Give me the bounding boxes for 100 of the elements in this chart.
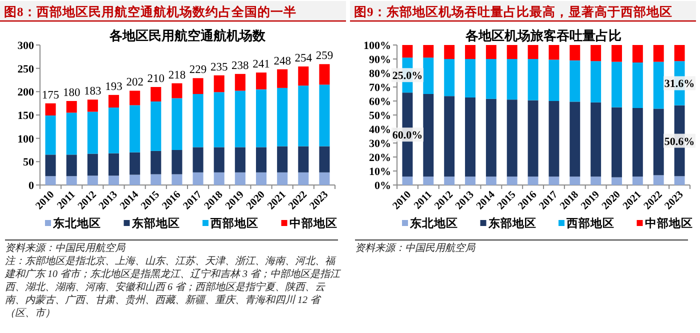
bar (319, 172, 330, 185)
bar (444, 45, 455, 59)
bar (214, 75, 224, 92)
bar (506, 45, 518, 59)
total-label: 235 (210, 61, 228, 74)
bar (444, 176, 455, 185)
y-tick-label: 150 (18, 110, 34, 122)
bar (130, 90, 140, 106)
total-label: 175 (42, 89, 60, 102)
data-label: 60.0% (392, 130, 423, 142)
legend-label: 东北地区 (409, 216, 458, 230)
bar (66, 101, 77, 113)
data-label: 31.6% (664, 78, 695, 90)
bar (256, 72, 267, 90)
y-tick-label: 70% (369, 82, 391, 94)
bar (674, 176, 685, 185)
bar (192, 94, 204, 148)
total-label: 193 (105, 80, 123, 93)
bar (506, 176, 518, 185)
bar (465, 176, 476, 185)
bar (612, 62, 622, 108)
total-label: 259 (316, 50, 334, 62)
bar (87, 176, 98, 185)
bar (590, 176, 602, 185)
bar (570, 60, 580, 102)
bar (87, 154, 98, 176)
chart-subtitle: 各地区机场旅客吞吐量占比 (464, 28, 622, 43)
bar (172, 83, 182, 98)
bar (214, 147, 224, 172)
bar (277, 146, 288, 172)
bar (172, 174, 182, 185)
bar (256, 147, 267, 172)
bar (87, 112, 98, 154)
bar (192, 78, 204, 94)
bar (298, 172, 309, 185)
total-label: 183 (84, 86, 102, 98)
bar (506, 59, 518, 100)
bar (45, 103, 56, 116)
bar (528, 176, 538, 185)
bar (130, 174, 140, 185)
bar (130, 152, 140, 175)
bar (319, 64, 330, 85)
text: 注：东部地区是指北京、上海、山东、江苏、天津、浙江、海南、河北、福建和广东 10 省市；东北地区是指黑龙江、辽宁和吉林 3 省；中部地区是指江西、湖北、湖南、河南、安徽和山西 6 省；西部地区是指宁夏、陕西、云南、内蒙古、广西、甘肃、贵州、西藏、新疆、重庆、青海和四川 12 省（区、市） (5, 255, 341, 320)
y-tick-label: 200 (18, 86, 34, 99)
bar (150, 101, 162, 151)
bar (319, 146, 330, 172)
bar (234, 90, 246, 148)
bar (45, 154, 56, 176)
bar (465, 59, 476, 98)
legend-label: 中部地区 (289, 216, 338, 230)
chart-title: 图9：东部地区机场吞吐量占比最高，显著高于西部地区 (354, 4, 672, 19)
bar (423, 58, 434, 94)
bar (423, 94, 434, 177)
bar (150, 87, 162, 102)
y-tick-label: 100 (18, 133, 34, 146)
bar (45, 176, 56, 185)
bar (653, 108, 664, 176)
bar (612, 177, 622, 185)
total-label: 238 (232, 60, 250, 72)
bar (66, 176, 77, 185)
text: 资料来源：中国民用航空局 (5, 242, 126, 255)
bar (528, 45, 538, 59)
bar (590, 45, 602, 62)
bar (465, 98, 476, 177)
bar (234, 172, 246, 185)
bar (653, 175, 664, 185)
total-label: 229 (189, 64, 207, 76)
bar (444, 59, 455, 96)
bar (66, 112, 77, 155)
total-label: 254 (294, 52, 312, 64)
legend-label: 东部地区 (130, 216, 180, 230)
bar (150, 150, 162, 174)
y-tick-label: 60% (369, 96, 391, 108)
bar (234, 74, 246, 91)
bar (423, 45, 434, 58)
bar (402, 45, 413, 58)
bar (108, 176, 120, 185)
legend-label: 东北地区 (52, 216, 101, 230)
bar (298, 146, 309, 172)
bar (548, 176, 560, 185)
bar (192, 147, 204, 172)
legend-label: 中部地区 (644, 216, 693, 230)
data-label: 25.0% (392, 70, 423, 82)
bar (277, 172, 288, 185)
bar (612, 107, 622, 178)
total-label: 210 (147, 73, 165, 85)
bar (444, 96, 455, 177)
text: 资料来源：中国民用航空局 (355, 242, 476, 255)
bar (172, 150, 182, 174)
bar (570, 176, 580, 185)
bar (486, 59, 496, 99)
bar (298, 66, 309, 86)
bar (632, 176, 643, 185)
bar (108, 153, 120, 176)
bar (108, 94, 120, 108)
bar (256, 172, 267, 185)
y-tick-label: 0% (374, 180, 391, 192)
bar (590, 61, 602, 102)
bar (298, 86, 309, 146)
chart-title: 图8：西部地区民用航空通航机场数约占全国的一半 (4, 4, 296, 19)
